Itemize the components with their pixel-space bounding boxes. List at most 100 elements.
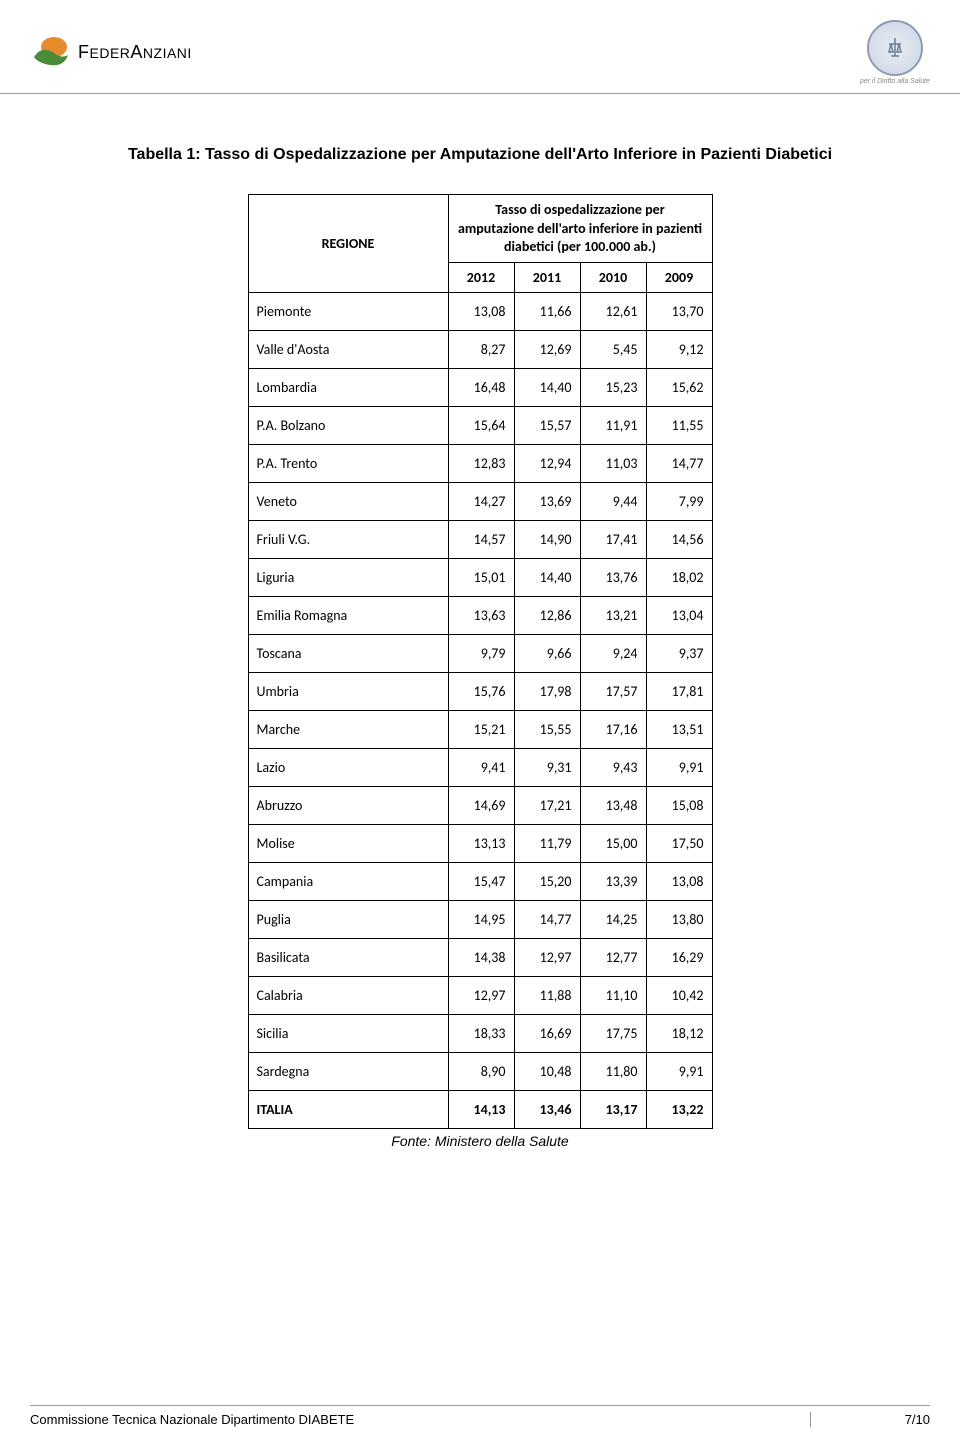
value-cell: 13,51 xyxy=(646,710,712,748)
value-cell: 14,40 xyxy=(514,368,580,406)
value-cell: 13,80 xyxy=(646,900,712,938)
value-cell: 15,47 xyxy=(448,862,514,900)
value-cell: 16,29 xyxy=(646,938,712,976)
value-cell: 13,69 xyxy=(514,482,580,520)
value-cell: 8,90 xyxy=(448,1052,514,1090)
region-cell: Valle d'Aosta xyxy=(248,330,448,368)
total-value-cell: 13,22 xyxy=(646,1090,712,1128)
value-cell: 13,70 xyxy=(646,292,712,330)
value-cell: 17,50 xyxy=(646,824,712,862)
value-cell: 10,48 xyxy=(514,1052,580,1090)
value-cell: 5,45 xyxy=(580,330,646,368)
table-row: Piemonte13,0811,6612,6113,70 xyxy=(248,292,712,330)
value-cell: 17,41 xyxy=(580,520,646,558)
table-row: Campania15,4715,2013,3913,08 xyxy=(248,862,712,900)
page-footer: Commissione Tecnica Nazionale Dipartimen… xyxy=(30,1405,930,1427)
total-row: ITALIA14,1313,4613,1713,22 xyxy=(248,1090,712,1128)
value-cell: 7,99 xyxy=(646,482,712,520)
value-cell: 11,91 xyxy=(580,406,646,444)
value-cell: 18,02 xyxy=(646,558,712,596)
value-cell: 9,41 xyxy=(448,748,514,786)
footer-text: Commissione Tecnica Nazionale Dipartimen… xyxy=(30,1412,354,1427)
value-cell: 17,21 xyxy=(514,786,580,824)
federanziani-text: FEDERANZIANI xyxy=(78,42,192,63)
table-row: Basilicata14,3812,9712,7716,29 xyxy=(248,938,712,976)
value-cell: 9,31 xyxy=(514,748,580,786)
seal-caption: per il Diritto alla Salute xyxy=(860,78,930,85)
table-row: Lombardia16,4814,4015,2315,62 xyxy=(248,368,712,406)
value-cell: 9,91 xyxy=(646,748,712,786)
value-cell: 15,01 xyxy=(448,558,514,596)
value-cell: 12,97 xyxy=(514,938,580,976)
value-cell: 9,24 xyxy=(580,634,646,672)
value-cell: 9,44 xyxy=(580,482,646,520)
table-row: Liguria15,0114,4013,7618,02 xyxy=(248,558,712,596)
region-cell: Basilicata xyxy=(248,938,448,976)
value-cell: 14,56 xyxy=(646,520,712,558)
value-cell: 10,42 xyxy=(646,976,712,1014)
value-cell: 13,08 xyxy=(646,862,712,900)
page-number: 7/10 xyxy=(810,1412,930,1427)
table-source: Fonte: Ministero della Salute xyxy=(90,1133,870,1149)
value-cell: 12,69 xyxy=(514,330,580,368)
value-cell: 13,21 xyxy=(580,596,646,634)
table-row: Toscana9,799,669,249,37 xyxy=(248,634,712,672)
seal-icon xyxy=(867,20,923,76)
data-table: REGIONE Tasso di ospedalizzazione per am… xyxy=(248,194,713,1129)
value-cell: 14,77 xyxy=(646,444,712,482)
value-cell: 13,04 xyxy=(646,596,712,634)
value-cell: 15,00 xyxy=(580,824,646,862)
table-row: Lazio9,419,319,439,91 xyxy=(248,748,712,786)
value-cell: 12,61 xyxy=(580,292,646,330)
table-row: Emilia Romagna13,6312,8613,2113,04 xyxy=(248,596,712,634)
value-cell: 17,75 xyxy=(580,1014,646,1052)
value-cell: 17,81 xyxy=(646,672,712,710)
value-cell: 11,55 xyxy=(646,406,712,444)
region-cell: Sicilia xyxy=(248,1014,448,1052)
region-cell: P.A. Bolzano xyxy=(248,406,448,444)
value-cell: 12,97 xyxy=(448,976,514,1014)
total-value-cell: 13,17 xyxy=(580,1090,646,1128)
region-cell: Campania xyxy=(248,862,448,900)
value-cell: 11,79 xyxy=(514,824,580,862)
region-cell: Sardegna xyxy=(248,1052,448,1090)
value-cell: 15,23 xyxy=(580,368,646,406)
region-cell: Marche xyxy=(248,710,448,748)
value-cell: 11,03 xyxy=(580,444,646,482)
value-cell: 12,83 xyxy=(448,444,514,482)
value-cell: 18,33 xyxy=(448,1014,514,1052)
value-cell: 8,27 xyxy=(448,330,514,368)
total-value-cell: 14,13 xyxy=(448,1090,514,1128)
value-cell: 12,94 xyxy=(514,444,580,482)
value-cell: 14,27 xyxy=(448,482,514,520)
value-cell: 14,40 xyxy=(514,558,580,596)
table-row: Abruzzo14,6917,2113,4815,08 xyxy=(248,786,712,824)
value-cell: 11,80 xyxy=(580,1052,646,1090)
table-row: Friuli V.G.14,5714,9017,4114,56 xyxy=(248,520,712,558)
region-cell: Piemonte xyxy=(248,292,448,330)
region-cell: Lazio xyxy=(248,748,448,786)
value-cell: 15,64 xyxy=(448,406,514,444)
value-cell: 15,55 xyxy=(514,710,580,748)
region-cell: Puglia xyxy=(248,900,448,938)
value-cell: 14,25 xyxy=(580,900,646,938)
table-title: Tabella 1: Tasso di Ospedalizzazione per… xyxy=(90,144,870,166)
value-cell: 15,62 xyxy=(646,368,712,406)
table-row: Calabria12,9711,8811,1010,42 xyxy=(248,976,712,1014)
header-region: REGIONE xyxy=(248,195,448,293)
region-cell: Umbria xyxy=(248,672,448,710)
value-cell: 13,13 xyxy=(448,824,514,862)
region-cell: Abruzzo xyxy=(248,786,448,824)
table-row: P.A. Bolzano15,6415,5711,9111,55 xyxy=(248,406,712,444)
value-cell: 14,95 xyxy=(448,900,514,938)
region-cell: Toscana xyxy=(248,634,448,672)
year-header: 2011 xyxy=(514,262,580,292)
table-row: Marche15,2115,5517,1613,51 xyxy=(248,710,712,748)
value-cell: 9,66 xyxy=(514,634,580,672)
value-cell: 13,76 xyxy=(580,558,646,596)
value-cell: 11,10 xyxy=(580,976,646,1014)
header-row-1: REGIONE Tasso di ospedalizzazione per am… xyxy=(248,195,712,263)
value-cell: 12,86 xyxy=(514,596,580,634)
value-cell: 15,20 xyxy=(514,862,580,900)
table-row: Sardegna8,9010,4811,809,91 xyxy=(248,1052,712,1090)
